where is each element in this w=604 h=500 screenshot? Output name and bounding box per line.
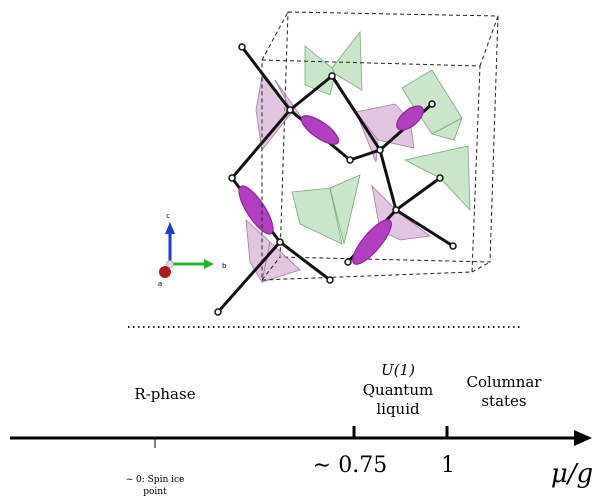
phase-label-u1: U(1) [381,361,415,379]
phase-label-quantum: Quantum [363,381,433,399]
tick-label-critical: ∼ 0.75 [313,453,387,478]
a-axis-marker [159,266,171,278]
spin-ellipses [238,105,424,265]
phase-label-r-phase: R-phase [134,385,195,403]
phase-label-columnar: Columnar [467,373,543,391]
phase-label-states: states [481,392,526,410]
phase-diagram: R-phase U(1) Quantum liquid Columnar sta… [10,361,593,497]
unit-cell-front [261,11,499,281]
c-axis-arrowhead [165,222,175,234]
unit-cell-back [279,11,499,263]
axes-triad: c b a [158,212,227,288]
axis-origin [166,260,174,268]
phase-label-liquid: liquid [376,400,420,418]
crystal-structure [214,11,499,316]
axis-label-a: a [158,280,162,288]
axis-variable-label: μ/g [551,459,593,489]
b-axis-arrowhead [204,259,214,269]
tick-label-spin-ice: ~ 0: Spin ice [126,475,185,485]
axis-label-c: c [166,212,170,220]
tick-label-spin-ice-point: point [143,487,167,497]
axis-label-b: b [222,262,227,270]
lattice-nodes [214,43,457,316]
tick-label-one: 1 [441,453,455,478]
phase-axis-arrowhead [574,430,592,446]
